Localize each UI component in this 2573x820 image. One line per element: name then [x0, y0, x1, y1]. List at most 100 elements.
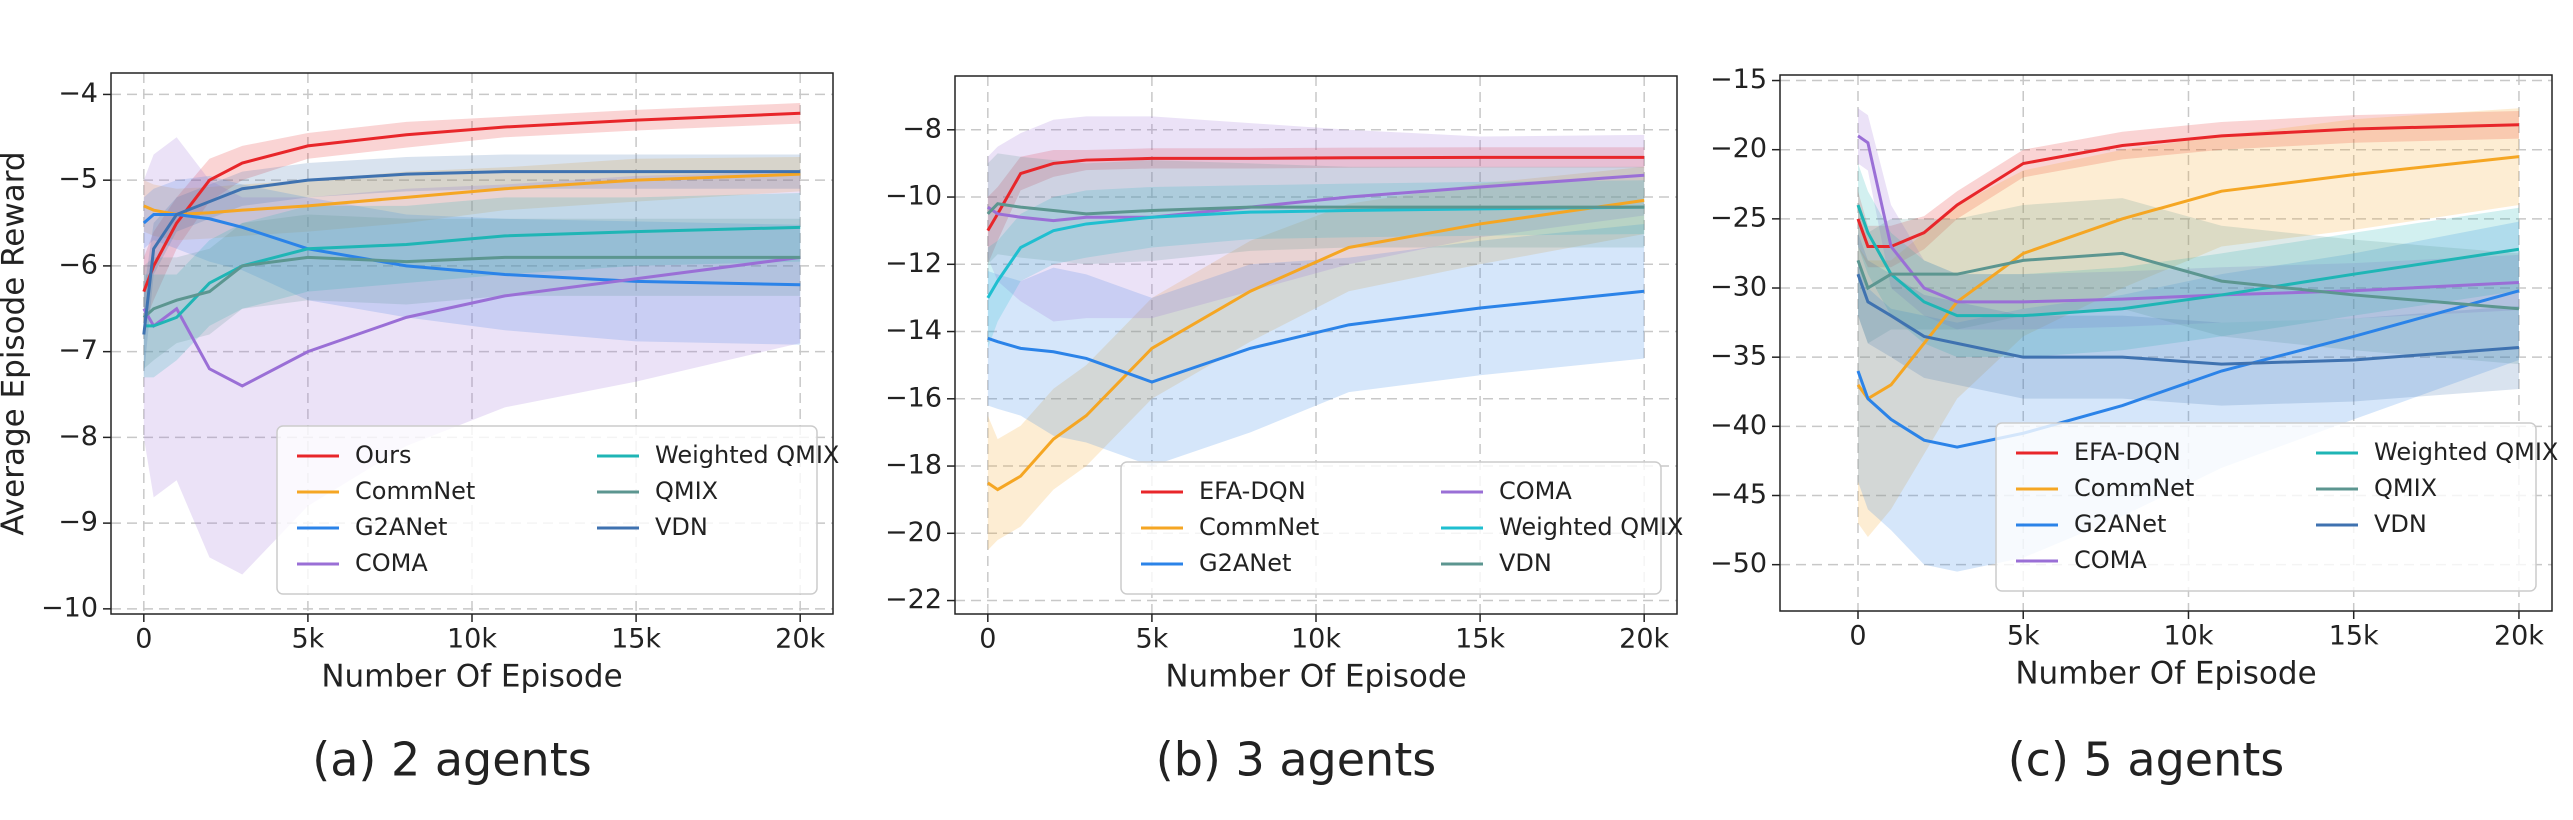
error-band	[1857, 198, 2519, 365]
series-line	[986, 198, 1645, 492]
x-tick-label: 0	[979, 624, 996, 655]
error-band	[143, 103, 801, 326]
legend-label: Weighted QMIX	[655, 441, 839, 469]
x-tick-label: 5k	[291, 624, 324, 655]
error-band	[1857, 232, 2519, 406]
series-line	[1856, 251, 2520, 311]
y-tick-label: −20	[1710, 133, 1767, 164]
y-tick-label: −8	[902, 113, 942, 144]
caption: (a) 2 agents	[312, 733, 591, 787]
plot-frame	[110, 72, 834, 615]
series-line	[986, 155, 1645, 232]
y-tick-label: −25	[1710, 202, 1767, 233]
y-tick-label: −10	[41, 592, 98, 623]
series-line	[1856, 289, 2520, 449]
error-band	[987, 116, 1645, 322]
error-band	[987, 147, 1645, 265]
plot-frame	[954, 75, 1678, 615]
x-tick-label: 10k	[1291, 624, 1341, 655]
y-tick-label: −4	[58, 78, 98, 109]
x-tick-label: 15k	[611, 624, 661, 655]
y-tick-label: −15	[1710, 64, 1767, 95]
legend-label: QMIX	[655, 477, 718, 505]
series-line	[143, 172, 801, 216]
x-tick-label: 20k	[1619, 624, 1669, 655]
chart: 0 5k 10k 15k 20k −10 −9 −8 −7 −6 −5 −4 Number Of Epi…	[0, 72, 839, 787]
x-tick-label: 20k	[2494, 621, 2544, 652]
error-band	[987, 180, 1645, 349]
x-tick-label: 15k	[1455, 624, 1505, 655]
x-tick-label: 15k	[2329, 621, 2379, 652]
legend-label: CommNet	[1199, 513, 1319, 541]
y-tick-label: −45	[1710, 479, 1767, 510]
series-line	[1856, 273, 2520, 366]
legend-label: Weighted QMIX	[2374, 438, 2558, 466]
x-axis-label: Number Of Episode	[2015, 656, 2316, 692]
legend-label: COMA	[355, 549, 428, 577]
x-tick-label: 10k	[2163, 621, 2213, 652]
x-tick-label: 5k	[1135, 624, 1168, 655]
series-line	[986, 202, 1645, 216]
legend-label: Weighted QMIX	[1499, 513, 1683, 541]
y-tick-label: −9	[58, 507, 98, 538]
x-axis-label: Number Of Episode	[1165, 659, 1466, 695]
x-tick-label: 0	[135, 624, 152, 655]
legend-label: COMA	[2074, 546, 2147, 574]
series-line	[142, 255, 801, 388]
legend-label: VDN	[1499, 549, 1552, 577]
legend-label: G2ANet	[1199, 549, 1291, 577]
legend-label: Ours	[355, 441, 411, 469]
error-band	[143, 214, 801, 369]
series-line	[142, 111, 801, 293]
y-axis-label: Average Episode Reward	[0, 151, 32, 535]
error-band	[987, 153, 1645, 265]
x-tick-label: 0	[1849, 621, 1866, 652]
chart: 0 5k 10k 15k 20k −50 −45 −40 −35 −30 −25 −20 −15 Numb…	[1710, 64, 2558, 786]
legend-box	[276, 425, 818, 595]
legend: EFA-DQN CommNet G2ANet COMA Weighted QMIX QMI…	[1995, 422, 2558, 592]
y-tick-label: −7	[58, 335, 98, 366]
y-tick-label: −35	[1710, 341, 1767, 372]
legend: Ours CommNet G2ANet COMA Weighted QMIX QMIX VD…	[276, 425, 839, 595]
y-tick-label: −12	[885, 248, 942, 279]
series-line	[1856, 204, 2520, 318]
legend-label: VDN	[2374, 510, 2427, 538]
caption: (c) 5 agents	[2008, 733, 2285, 787]
plot-frame	[1779, 74, 2553, 612]
error-band	[143, 193, 801, 378]
error-band	[143, 157, 801, 241]
error-band	[987, 166, 1645, 551]
plot-area	[986, 116, 1645, 551]
legend-label: VDN	[655, 513, 708, 541]
series-line	[142, 170, 801, 335]
legend-box	[1995, 422, 2537, 592]
x-axis-label: Number Of Episode	[321, 659, 622, 695]
legend-label: CommNet	[355, 477, 475, 505]
y-tick-label: −6	[58, 249, 98, 280]
error-band	[987, 223, 1645, 467]
legend-label: G2ANet	[355, 513, 447, 541]
x-tick-label: 20k	[775, 624, 825, 655]
y-tick-label: −22	[885, 584, 942, 615]
series-line	[1856, 155, 2520, 401]
y-tick-label: −16	[885, 382, 942, 413]
y-tick-label: −14	[885, 315, 942, 346]
y-tick-label: −10	[885, 181, 942, 212]
y-tick-label: −8	[58, 421, 98, 452]
legend-label: EFA-DQN	[2074, 438, 2181, 466]
y-tick-label: −50	[1710, 548, 1767, 579]
error-band	[1857, 110, 2519, 268]
legend-label: CommNet	[2074, 474, 2194, 502]
legend: EFA-DQN CommNet G2ANet COMA Weighted QMIX VDN	[1120, 461, 1683, 595]
series-line	[986, 205, 1645, 299]
y-tick-label: −18	[885, 450, 942, 481]
series-line	[142, 212, 801, 287]
caption: (b) 3 agents	[1156, 733, 1436, 787]
x-tick-label: 10k	[447, 624, 497, 655]
legend-label: QMIX	[2374, 474, 2437, 502]
error-band	[1857, 108, 2519, 537]
y-tick-label: −40	[1710, 410, 1767, 441]
error-band	[143, 175, 801, 345]
y-tick-label: −30	[1710, 272, 1767, 303]
